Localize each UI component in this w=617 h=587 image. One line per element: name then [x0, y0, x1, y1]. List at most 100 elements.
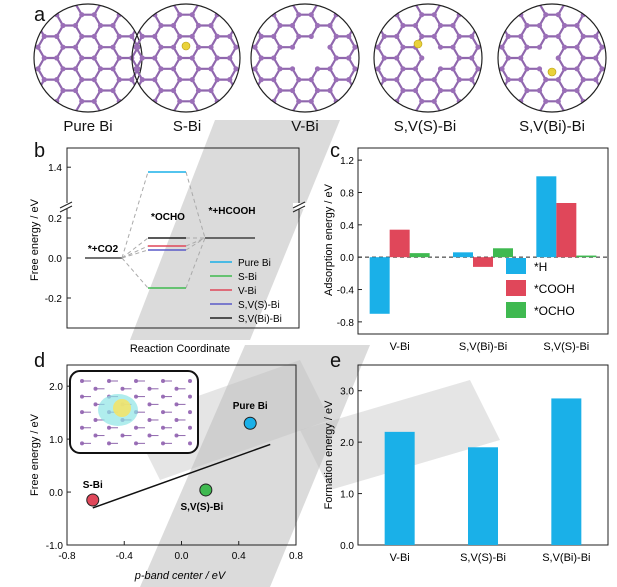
bi-atom [314, 87, 321, 94]
bi-bond [405, 47, 411, 58]
bi-bond [1, 90, 7, 101]
bi-bond [347, 100, 356, 112]
x-tick-label-d: -0.4 [116, 551, 134, 562]
bi-atom [314, 22, 321, 29]
bi-atom [394, 77, 400, 83]
bi-bond [322, 47, 328, 58]
bi-bond [491, 58, 497, 69]
connector-dashed [185, 237, 206, 289]
bi-atom [72, 44, 79, 50]
legend-label-b: S,V(Bi)-Bi [238, 314, 282, 325]
bi-bond [341, 26, 347, 37]
bi-bond [254, 100, 263, 112]
bi-atom [208, 22, 214, 29]
bi-atom [536, 44, 543, 50]
bi-bond [414, 4, 423, 5]
bi-bond [377, 14, 386, 27]
bi-bond [267, 101, 273, 112]
bi-bond [112, 4, 121, 5]
bi-atom [352, 44, 358, 50]
bi-atom [60, 22, 66, 29]
bi-bond [130, 100, 139, 112]
bi-bond [267, 4, 273, 15]
bi-bond [74, 4, 83, 5]
bi-bond [483, 0, 489, 4]
bi-atom [79, 98, 85, 104]
bi-bond [199, 0, 205, 4]
bi-atom [580, 77, 586, 83]
bi-bond [509, 101, 515, 112]
bar-ocho [409, 253, 430, 258]
bi-atom [252, 66, 258, 72]
bi-atom [381, 55, 387, 61]
bi-bond [135, 4, 144, 5]
charge-density-inset [69, 370, 199, 454]
bi-bond [483, 90, 489, 101]
bi-bond [135, 4, 144, 16]
bi-atom [258, 33, 264, 39]
bi-bond [470, 89, 479, 102]
bi-atom [195, 44, 202, 50]
bi-bond [386, 0, 392, 4]
bi-bond [249, 26, 255, 37]
bi-atom [97, 22, 104, 29]
bi-atom [296, 33, 302, 39]
bi-atom [375, 66, 381, 72]
bi-atom [543, 77, 549, 83]
bi-bond [236, 101, 242, 112]
sulfur-atom [181, 41, 191, 51]
bi-atom [271, 33, 277, 39]
bi-bond [169, 0, 175, 4]
bi-atom [289, 66, 296, 72]
bi-bond [483, 15, 489, 26]
bi-atom [91, 55, 97, 61]
connector-dashed [185, 171, 206, 239]
bi-atom [555, 33, 561, 39]
bi-bond [135, 89, 144, 102]
inset-atom [188, 410, 192, 415]
bi-atom [555, 98, 561, 104]
bi-atom [505, 33, 511, 39]
bi-atom [208, 66, 214, 72]
bi-atom [277, 66, 283, 72]
bi-atom [561, 22, 568, 29]
bi-bond [55, 4, 64, 5]
point-label: S,V(S)-Bi [180, 502, 223, 513]
bi-bond [236, 26, 242, 37]
bi-bond [528, 0, 534, 4]
bi-bond [483, 58, 489, 69]
bi-atom [375, 44, 381, 50]
panel-letter-b: b [34, 140, 46, 162]
bi-bond [509, 0, 515, 4]
bi-atom [296, 98, 302, 104]
bi-bond [135, 14, 144, 27]
x-tick-label-c: S,V(S)-Bi [543, 341, 589, 353]
structure-label-pure-bi: Pure Bi [63, 118, 113, 135]
y-tick-label-c: -0.8 [337, 318, 355, 329]
bi-atom [505, 77, 511, 83]
x-tick-label-d: 0.0 [175, 551, 189, 562]
bi-atom [296, 77, 302, 83]
bi-atom [60, 44, 66, 50]
bi-atom [499, 44, 505, 50]
bi-bond [19, 15, 25, 26]
bi-atom [475, 66, 481, 72]
scatter-point [243, 416, 257, 430]
bi-atom [543, 33, 549, 39]
bi-bond [386, 58, 392, 69]
bi-bond [19, 101, 25, 112]
bi-atom [456, 55, 462, 61]
lattice-outline [497, 3, 607, 113]
bar-cooh [556, 202, 577, 258]
bi-bond [130, 14, 139, 27]
bi-atom [170, 22, 177, 29]
bi-atom [450, 44, 456, 50]
bi-atom [536, 87, 543, 94]
bi-atom [152, 55, 158, 61]
bi-bond [153, 4, 162, 5]
bi-atom [152, 33, 158, 39]
bi-bond [236, 80, 242, 91]
bi-atom [543, 12, 549, 18]
bi-atom [419, 12, 425, 18]
y-tick-label-d: -1.0 [46, 541, 64, 552]
